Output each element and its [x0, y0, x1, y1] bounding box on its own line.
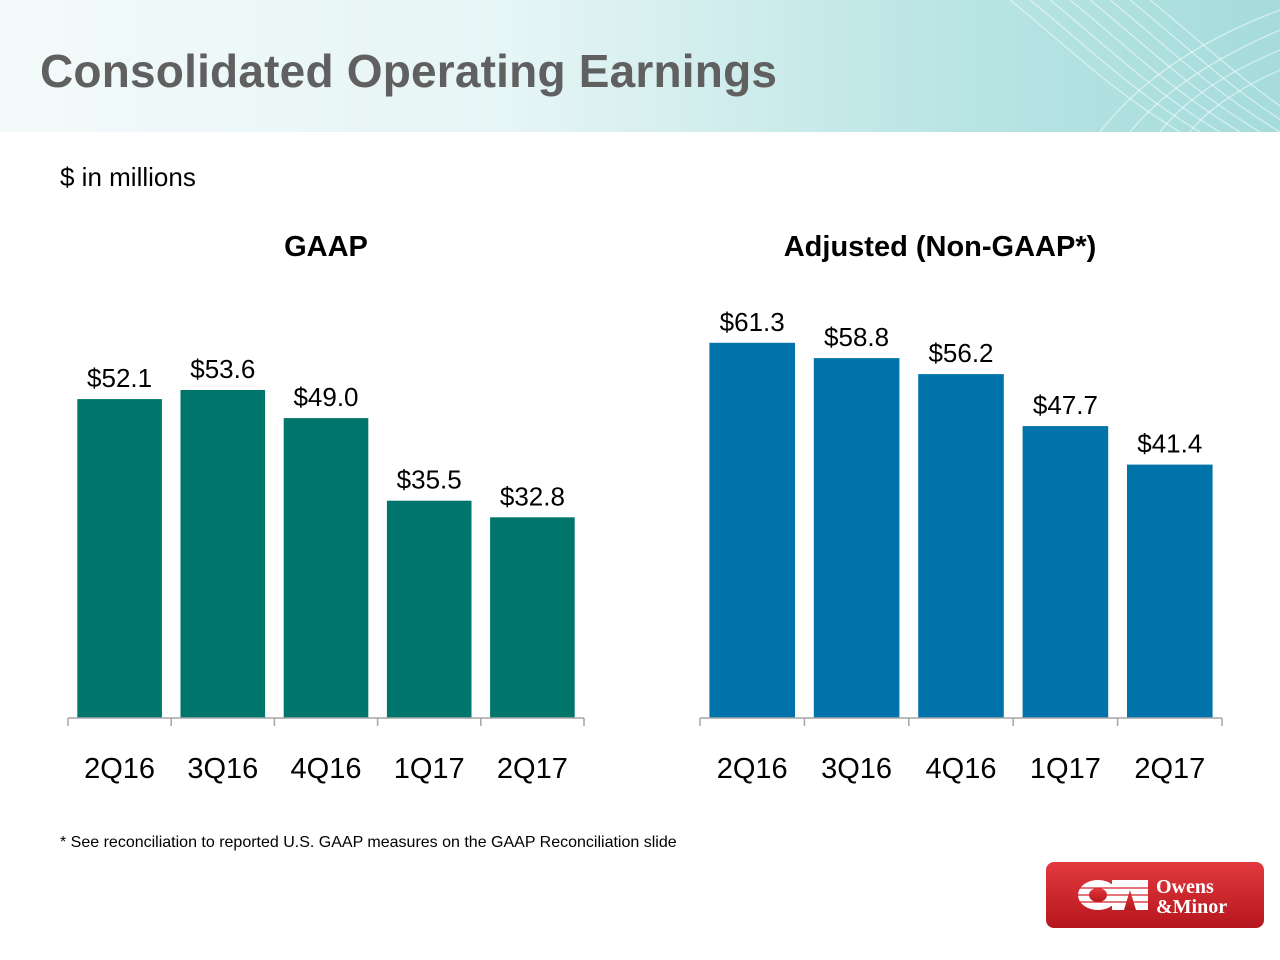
- category-tick-label: 3Q16: [187, 753, 258, 785]
- bar: [77, 399, 162, 718]
- category-tick-label: 2Q16: [717, 753, 788, 785]
- bar: [180, 390, 266, 718]
- category-tick-label: 2Q17: [1134, 753, 1205, 785]
- category-tick-label: 1Q17: [1030, 753, 1101, 785]
- data-label: $61.3: [720, 307, 785, 337]
- category-tick-label: 2Q16: [84, 753, 155, 785]
- bar: [386, 500, 472, 718]
- data-label: $41.4: [1137, 429, 1202, 459]
- bar: [918, 374, 1004, 718]
- data-label: $32.8: [500, 481, 565, 511]
- bar: [1127, 464, 1213, 718]
- logo-text-line2: &Minor: [1156, 896, 1227, 918]
- data-label: $56.2: [928, 338, 993, 368]
- charts-area: GAAP $52.1 2Q16 $53.6 3Q16 $49.0 4Q16 $35.5 1Q17…: [67, 231, 1223, 785]
- bar: [709, 342, 795, 718]
- chart-title: Adjusted (Non-GAAP*): [784, 231, 1097, 263]
- category-tick-label: 4Q16: [926, 753, 997, 785]
- chart-title: GAAP: [284, 231, 368, 263]
- data-label: $35.5: [397, 465, 462, 495]
- category-tick-label: 2Q17: [497, 753, 568, 785]
- footnote: * See reconciliation to reported U.S. GA…: [60, 834, 677, 851]
- header-wave-decoration: [1009, 0, 1280, 132]
- data-label: $52.1: [87, 363, 152, 393]
- bar: [490, 517, 575, 718]
- category-tick-label: 4Q16: [291, 753, 362, 785]
- bar: [1022, 426, 1109, 718]
- units-label: $ in millions: [60, 162, 196, 192]
- data-label: $58.8: [824, 322, 889, 352]
- logo-text-line1: Owens: [1156, 876, 1214, 898]
- category-tick-label: 3Q16: [821, 753, 892, 785]
- bar: [283, 418, 369, 718]
- data-label: $53.6: [190, 354, 255, 384]
- header-banner: Consolidated Operating Earnings: [0, 0, 1280, 132]
- bar: [813, 358, 900, 718]
- data-label: $49.0: [293, 382, 358, 412]
- owens-minor-logo: Owens &Minor: [1046, 862, 1264, 928]
- page-title: Consolidated Operating Earnings: [40, 45, 778, 97]
- category-tick-label: 1Q17: [394, 753, 465, 785]
- data-label: $47.7: [1033, 390, 1098, 420]
